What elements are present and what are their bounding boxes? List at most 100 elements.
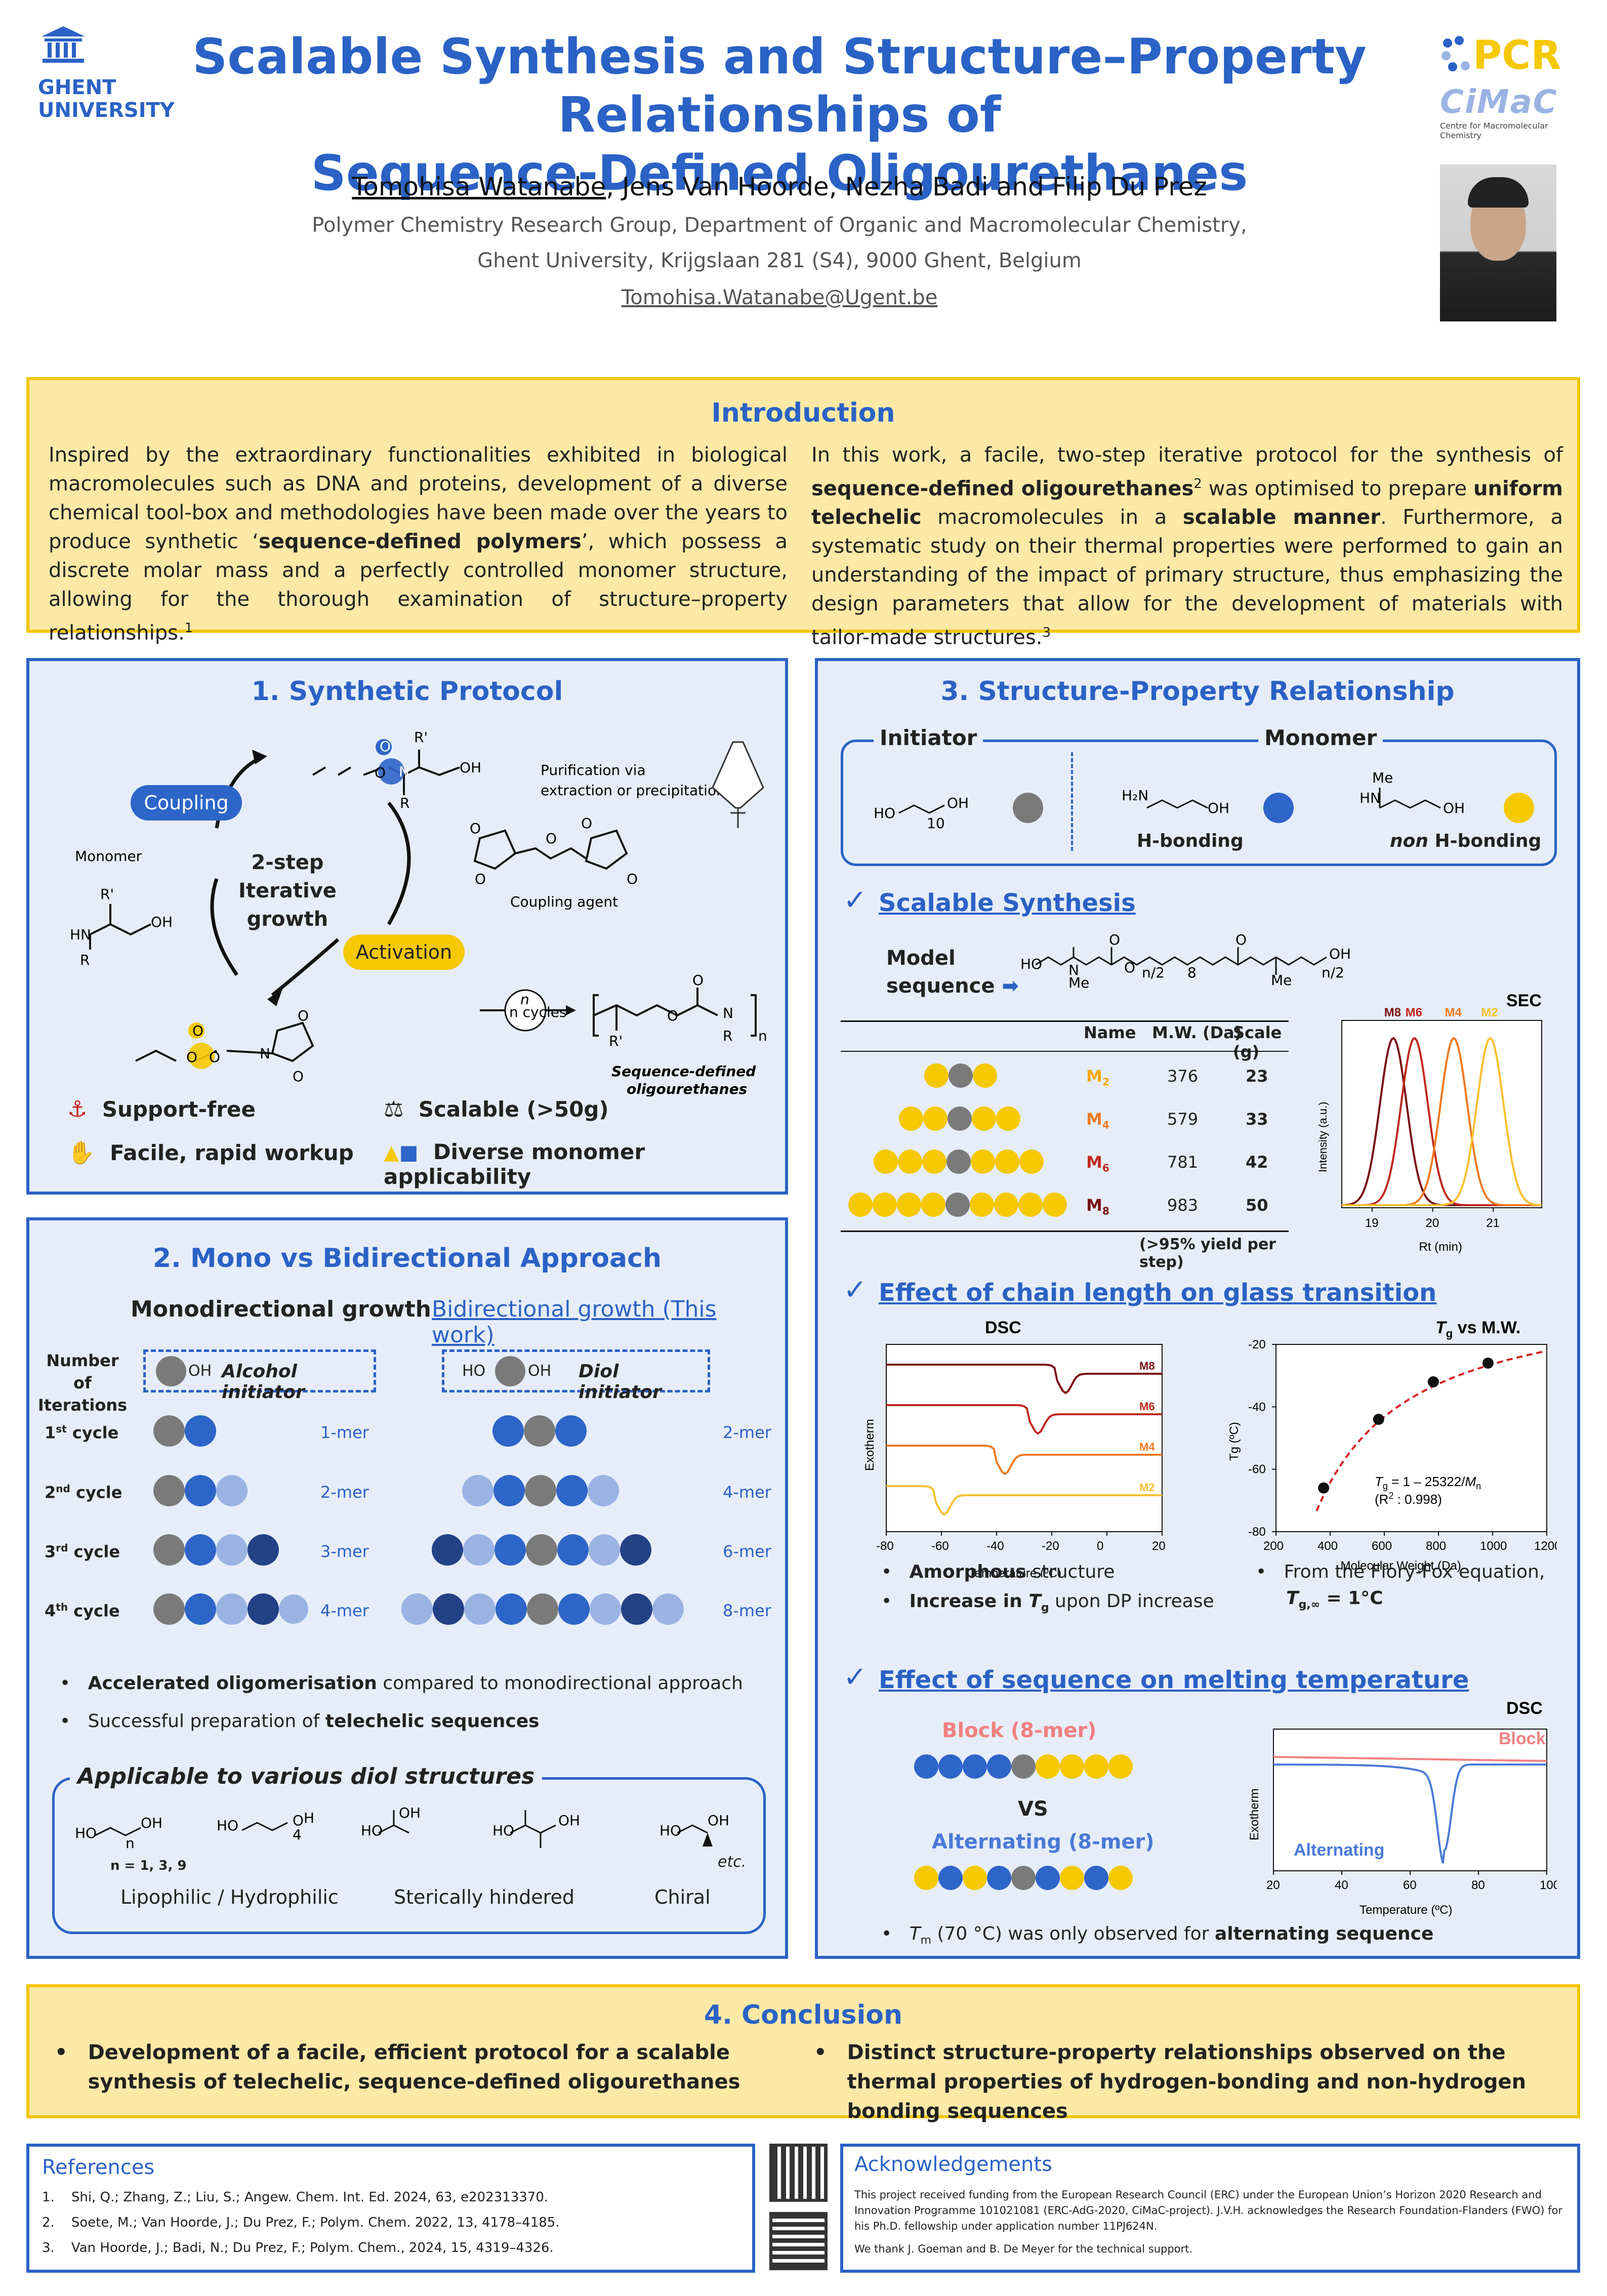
svg-text:8: 8 xyxy=(1187,964,1197,981)
two-step-label: 2-step Iterative growth xyxy=(238,851,337,931)
tg-equation: Tg = 1 – 25322/Mn xyxy=(1375,1474,1481,1491)
svg-text:R: R xyxy=(400,795,409,811)
svg-text:O: O xyxy=(470,820,481,837)
ack-text-1: This project received funding from the E… xyxy=(854,2189,1563,2232)
qr-code-bottom[interactable] xyxy=(769,2212,828,2270)
svg-text:O: O xyxy=(546,830,557,847)
dsc1-series-m8 xyxy=(886,1364,1162,1395)
svg-text:R: R xyxy=(80,952,90,968)
affiliation-1: Polymer Chemistry Research Group, Depart… xyxy=(312,214,1247,237)
tg-data-point xyxy=(1318,1482,1330,1494)
cat-chiral: Chiral xyxy=(654,1886,711,1908)
dsc2-y-axis-label: Exotherm xyxy=(1248,1788,1261,1840)
pcr-logo: PCR xyxy=(1440,33,1567,78)
sec-title: SEC xyxy=(1506,991,1542,1010)
reference-1: 1. Shi, Q.; Zhang, Z.; Liu, S.; Angew. C… xyxy=(42,2190,549,2205)
sec-y-axis-label: Intensity (a.u.) xyxy=(1316,1102,1329,1172)
svg-text:OH: OH xyxy=(1443,800,1465,816)
poster-title: Scalable Synthesis and Structure–Propert… xyxy=(147,28,1412,202)
svg-text:R': R' xyxy=(414,729,428,746)
email-link[interactable]: Tomohisa.Watanabe@Ugent.be xyxy=(621,286,938,309)
diol-structures-title: Applicable to various diol structures xyxy=(70,1764,543,1789)
mono-heading: Monodirectional growth xyxy=(131,1296,431,1322)
cimac-text: CiMaC xyxy=(1440,84,1558,121)
sec-x-tick-label: 19 xyxy=(1365,1216,1379,1230)
dsc2-series-alternating xyxy=(1273,1764,1547,1864)
feature-diverse: ▲■ Diverse monomer applicability xyxy=(384,1139,645,1189)
dsc1-series-label: M2 xyxy=(1139,1481,1155,1494)
check-icon-2: ✓ xyxy=(843,1274,867,1306)
sec-x-tick-label: 21 xyxy=(1486,1216,1500,1230)
tg-x-tick-label: 600 xyxy=(1372,1539,1392,1553)
dsc1-series-m2 xyxy=(886,1485,1162,1516)
dsc1-y-axis-label: Exotherm xyxy=(863,1419,877,1471)
s1-title: 1. Synthetic Protocol xyxy=(251,676,563,707)
svg-text:OH: OH xyxy=(460,759,481,776)
diol-structures-box: Applicable to various diol structures HO… xyxy=(52,1764,766,1934)
tg-x-tick-label: 1000 xyxy=(1480,1539,1507,1553)
svg-text:R: R xyxy=(723,1028,732,1044)
initiator-monomer-box: Initiator Monomer HO OH 10 H₂N OH Me HN OH … xyxy=(841,725,1557,866)
presenting-author: Tomohisa Watanabe xyxy=(352,172,606,201)
svg-text:OH: OH xyxy=(1329,946,1351,962)
pcr-text: PCR xyxy=(1473,33,1561,78)
dsc2-x-tick-label: 80 xyxy=(1471,1878,1485,1892)
svg-text:O: O xyxy=(186,1049,197,1065)
svg-text:R': R' xyxy=(609,1033,623,1049)
alcohol-initiator-box: OH Alcohol initiator xyxy=(143,1349,376,1403)
sequence-heading: Effect of sequence on melting temperatur… xyxy=(879,1666,1469,1694)
dsc2-x-tick-label: 20 xyxy=(1266,1878,1280,1892)
svg-text:OH: OH xyxy=(558,1812,580,1829)
dsc1-series-label: M6 xyxy=(1139,1400,1155,1413)
dsc2-x-axis-label: Temperature (ºC) xyxy=(1359,1903,1452,1917)
svg-text:O: O xyxy=(209,1049,220,1065)
diol-initiator-box: HO OH Diol initiator xyxy=(442,1349,710,1403)
tg-x-tick-label: 1200 xyxy=(1534,1539,1557,1553)
tg-title: Tg vs M.W. xyxy=(1435,1318,1520,1340)
svg-text:O: O xyxy=(380,738,391,755)
svg-text:n/2: n/2 xyxy=(1142,964,1165,981)
s3-title: 3. Structure-Property Relationship xyxy=(940,676,1455,707)
ack-text-2: We thank J. Goeman and B. De Meyer for t… xyxy=(854,2243,1193,2255)
svg-text:Monomer: Monomer xyxy=(75,848,142,865)
svg-text:HO: HO xyxy=(660,1822,681,1839)
sec-series-label: M8 xyxy=(1384,1006,1401,1019)
scalable-heading: Scalable Synthesis xyxy=(879,889,1136,917)
tg-x-axis-label: Molecular Weight (Da) xyxy=(1341,1559,1461,1573)
check-icon-1: ✓ xyxy=(843,884,867,917)
svg-text:O: O xyxy=(192,1022,203,1039)
svg-text:O: O xyxy=(1109,934,1120,948)
svg-text:O: O xyxy=(293,1812,304,1829)
dsc1-series-label: M4 xyxy=(1139,1441,1155,1453)
anchor-icon: ⚓ xyxy=(67,1096,88,1122)
title-line2: Sequence-Defined Oligourethanes xyxy=(311,145,1248,201)
feature-support-free: ⚓ Support-free xyxy=(67,1096,256,1122)
sec-series-label: M2 xyxy=(1481,1006,1498,1019)
tg-data-point xyxy=(1373,1414,1384,1425)
title-line1: Scalable Synthesis and Structure–Propert… xyxy=(192,28,1367,143)
dsc2-x-tick-label: 100 xyxy=(1540,1878,1557,1892)
svg-text:HN: HN xyxy=(1359,790,1381,806)
svg-text:Sequence-defined: Sequence-defined xyxy=(611,1063,756,1080)
ack-title: Acknowledgements xyxy=(854,2153,1052,2176)
svg-text:O: O xyxy=(1235,934,1247,948)
pcr-dots-icon xyxy=(1441,36,1470,71)
qr-code-top[interactable] xyxy=(769,2144,828,2202)
svg-text:Me: Me xyxy=(1068,974,1089,991)
reference-2: 2. Soete, M.; Van Hoorde, J.; Du Prez, F… xyxy=(42,2215,560,2230)
svg-text:HO: HO xyxy=(1020,956,1042,972)
model-sequence-label: Model sequence ➡ xyxy=(886,947,1019,998)
coupling-pill: Coupling xyxy=(131,785,242,821)
iterations-label: Number of Iterations xyxy=(37,1351,128,1415)
diol-structures-drawing: HO OH n HO O H4 HO OH HO OH HO OH xyxy=(75,1805,729,1852)
dsc1-plot-area xyxy=(886,1344,1163,1532)
tg-y-tick-label: -40 xyxy=(1248,1400,1266,1414)
svg-text:N: N xyxy=(399,763,409,780)
svg-text:HN: HN xyxy=(70,926,91,943)
svg-text:HO: HO xyxy=(492,1822,514,1839)
dsc1-title: DSC xyxy=(985,1318,1021,1337)
svg-text:H: H xyxy=(304,1810,314,1826)
svg-text:HO: HO xyxy=(217,1817,238,1834)
chain-length-heading: Effect of chain length on glass transiti… xyxy=(879,1279,1437,1307)
